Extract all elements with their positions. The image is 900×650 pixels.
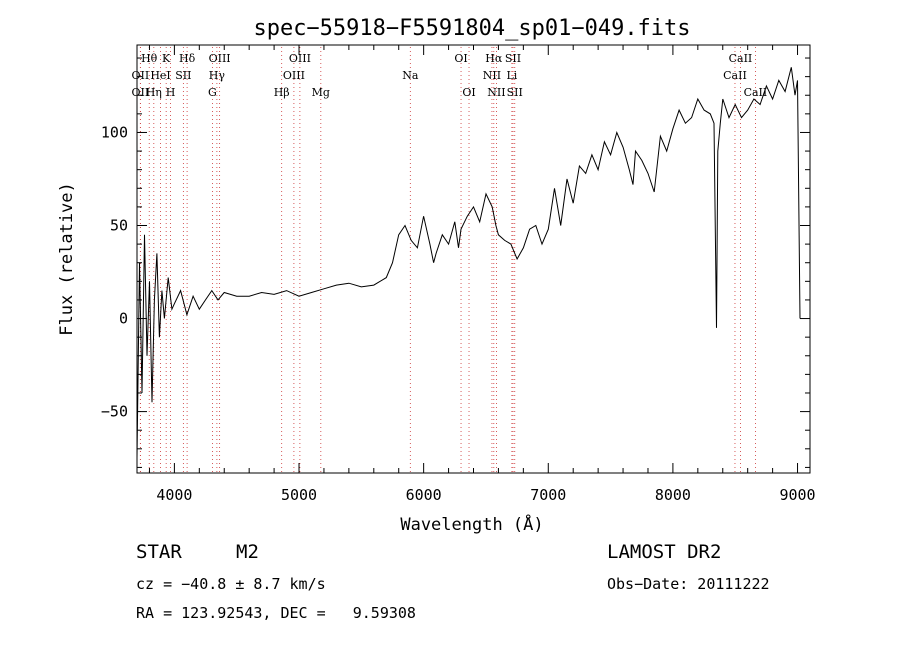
coordinates-readout: RA = 123.92543, DEC = 9.59308 bbox=[136, 604, 416, 622]
line-label: OII bbox=[132, 69, 150, 82]
x-tick-label: 4000 bbox=[156, 486, 192, 504]
line-label: Hη bbox=[146, 86, 162, 99]
line-label: OIII bbox=[283, 69, 305, 82]
line-label: NII bbox=[483, 69, 501, 82]
line-label: SII bbox=[505, 52, 521, 65]
line-label: OI bbox=[454, 52, 467, 65]
line-label: OIII bbox=[289, 52, 311, 65]
line-label: Hθ bbox=[141, 52, 158, 65]
observation-date: Obs−Date: 20111222 bbox=[607, 575, 770, 593]
line-label: Hδ bbox=[179, 52, 196, 65]
x-tick-label: 5000 bbox=[281, 486, 317, 504]
line-label: Li bbox=[506, 69, 517, 82]
survey-name: LAMOST DR2 bbox=[607, 541, 722, 563]
y-axis-label: Flux (relative) bbox=[57, 182, 77, 336]
x-tick-label: 9000 bbox=[779, 486, 815, 504]
line-label: H bbox=[166, 86, 176, 99]
x-axis: 4000 5000 6000 7000 8000 9000 bbox=[148, 45, 816, 504]
line-label: Hα bbox=[485, 52, 503, 65]
line-label: OI bbox=[462, 86, 475, 99]
line-label: SII bbox=[507, 86, 523, 99]
x-tick-label: 8000 bbox=[655, 486, 691, 504]
chart-title: spec−55918−F5591804_sp01−049.fits bbox=[253, 16, 690, 41]
line-label: CaII bbox=[729, 52, 753, 65]
line-label: SII bbox=[175, 69, 191, 82]
y-axis: −50 0 50 100 bbox=[101, 57, 810, 468]
object-subclass: M2 bbox=[236, 541, 259, 563]
emission-line-markers bbox=[139, 47, 756, 473]
y-tick-label: −50 bbox=[101, 403, 128, 421]
line-label: CaII bbox=[744, 86, 768, 99]
plot-frame bbox=[136, 44, 811, 474]
line-label: OII bbox=[132, 86, 150, 99]
y-tick-label: 0 bbox=[119, 310, 128, 328]
object-class: STAR bbox=[136, 541, 182, 563]
line-label: Hβ bbox=[274, 86, 290, 99]
spectrum-line bbox=[136, 67, 801, 459]
line-label: G bbox=[208, 86, 217, 99]
line-label: NII bbox=[487, 86, 505, 99]
line-label: K bbox=[162, 52, 171, 65]
line-label: Na bbox=[402, 69, 419, 82]
redshift-readout: cz = −40.8 ± 8.7 km/s bbox=[136, 575, 326, 593]
y-tick-label: 100 bbox=[101, 123, 128, 141]
line-label: HeI bbox=[150, 69, 170, 82]
line-label: CaII bbox=[723, 69, 747, 82]
x-tick-label: 7000 bbox=[530, 486, 566, 504]
x-axis-label: Wavelength (Å) bbox=[400, 513, 543, 535]
line-label: Mg bbox=[312, 86, 330, 99]
y-tick-label: 50 bbox=[110, 217, 128, 235]
x-tick-label: 6000 bbox=[406, 486, 442, 504]
line-label: Hγ bbox=[209, 69, 226, 82]
line-label: OIII bbox=[209, 52, 231, 65]
